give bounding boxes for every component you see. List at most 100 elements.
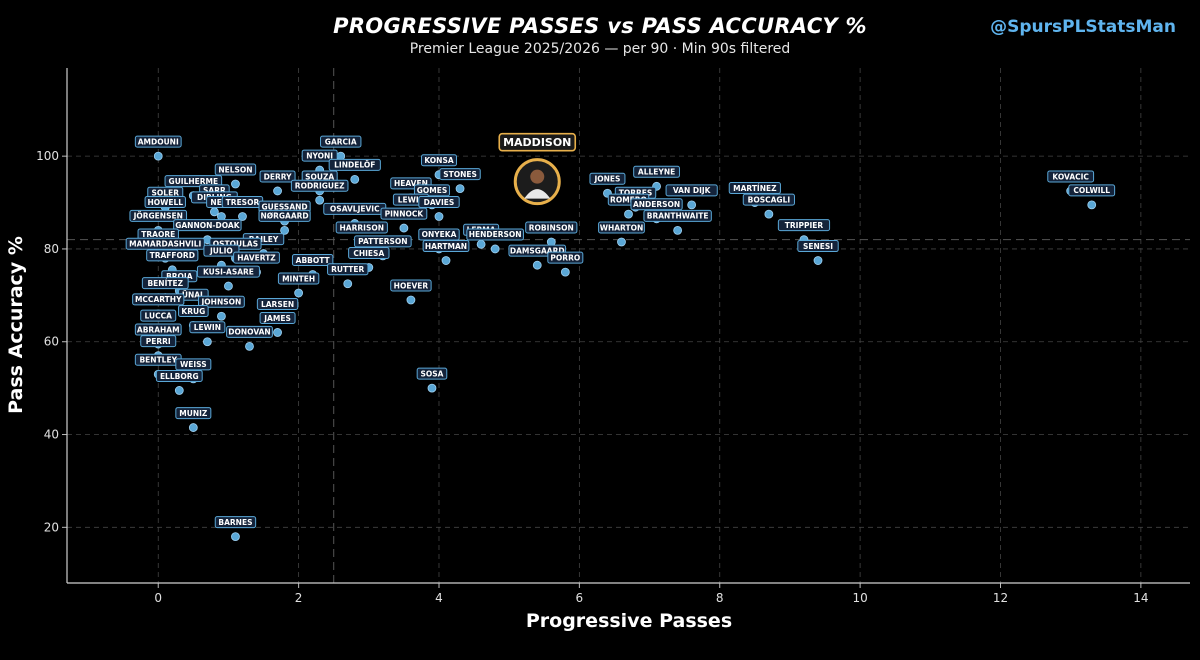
point-label: ROMERO <box>610 195 647 204</box>
y-tick-label: 60 <box>44 335 59 349</box>
data-point <box>687 200 697 210</box>
point-label: RODRIGUEZ <box>295 182 345 191</box>
point-label: HOWELL <box>147 198 183 207</box>
x-tick-label: 14 <box>1133 591 1148 605</box>
point-label-box <box>198 295 245 308</box>
point-label: RUTTER <box>331 265 364 274</box>
point-label-box <box>525 221 578 234</box>
data-point <box>406 295 416 305</box>
point-label: PORRO <box>550 253 580 262</box>
point-label: BENTLEY <box>139 356 177 365</box>
point-label: ALLEYNE <box>638 168 675 177</box>
data-point <box>188 423 198 432</box>
data-point <box>153 151 163 161</box>
point-label-box <box>144 195 186 208</box>
point-label: NØRGAARD <box>260 212 308 221</box>
point-label: ABRAHAM <box>137 325 180 334</box>
point-label-box <box>140 309 177 322</box>
point-label: BAILEY <box>249 235 279 244</box>
data-point <box>490 244 500 254</box>
point-label-box <box>203 244 240 257</box>
data-point <box>441 256 451 265</box>
point-label: DONOVAN <box>228 328 270 337</box>
point-label: TRIPPIER <box>785 221 824 230</box>
point-label: TORRES <box>619 188 653 197</box>
point-label-box <box>164 175 223 188</box>
point-label: TRAORE <box>141 230 175 239</box>
point-label: GARCIA <box>325 137 357 146</box>
point-label: AMDOUNI <box>138 137 179 146</box>
data-point <box>427 383 437 393</box>
point-label: LARSEN <box>261 300 294 309</box>
data-point <box>273 328 282 337</box>
point-label: KONSA <box>424 156 454 165</box>
data-point <box>224 281 233 291</box>
highlight-label-box <box>498 132 577 152</box>
point-label: HEAVEN <box>394 179 428 188</box>
axes: 0 2 4 6 8 10 12 14 20 40 60 80 100 <box>36 68 1190 605</box>
data-point <box>624 209 633 219</box>
point-label-box <box>134 323 182 336</box>
point-label: STONES <box>443 170 477 179</box>
data-point <box>1087 200 1097 210</box>
data-point <box>245 341 254 351</box>
point-label-box <box>214 516 257 529</box>
point-label-box <box>226 325 273 338</box>
data-point <box>280 225 289 235</box>
point-label-box <box>141 277 189 290</box>
point-label: NELSON <box>218 165 252 174</box>
point-label: DERRY <box>264 172 292 181</box>
point-label: BOSCAGLI <box>748 195 791 204</box>
point-label: MCCARTHY <box>135 295 182 304</box>
point-label-box <box>233 251 280 264</box>
point-label: HENDERSON <box>469 230 522 239</box>
point-label: TRESOR <box>226 198 260 207</box>
point-label-box <box>290 179 349 192</box>
point-label-box <box>320 135 362 148</box>
point-label-box <box>214 163 257 176</box>
y-tick-label: 20 <box>44 520 59 534</box>
point-label: ONYEKA <box>422 230 457 239</box>
data-point <box>343 279 353 289</box>
point-label: DAMSGAARD <box>510 246 565 255</box>
point-label: BARNES <box>218 518 252 527</box>
point-label: LINDELÖF <box>334 161 375 170</box>
point-label-box <box>348 247 390 260</box>
data-point <box>673 225 683 235</box>
point-label-box <box>189 321 226 334</box>
point-label: KOVACIC <box>1052 172 1089 181</box>
point-label-box <box>390 279 432 292</box>
point-label: WHARTON <box>600 223 644 232</box>
data-point <box>294 288 304 298</box>
point-label-box <box>125 237 205 250</box>
point-label-box <box>547 251 584 264</box>
point-label-box <box>633 165 680 178</box>
grid-lines <box>67 68 1190 583</box>
x-tick-label: 12 <box>993 591 1008 605</box>
y-tick-label: 40 <box>44 428 59 442</box>
point-label-box <box>422 240 470 253</box>
point-label: ELLBORG <box>160 372 199 381</box>
point-label: MAMARDASHVILI <box>129 240 201 249</box>
data-point <box>560 267 570 277</box>
point-label: JONES <box>593 175 620 184</box>
data-point <box>399 223 409 233</box>
point-label: JÖRGENSEN <box>133 212 183 221</box>
point-label: SOUZA <box>305 172 334 181</box>
data-point <box>217 311 226 321</box>
point-label-box <box>665 184 718 197</box>
point-label: MARTÍNEZ <box>733 184 777 193</box>
point-label-box <box>742 193 795 206</box>
data-point <box>434 212 444 221</box>
point-label-box <box>155 369 203 382</box>
point-label: GUESSAND <box>262 202 308 211</box>
point-label: LEWIN <box>194 323 221 332</box>
point-label-box <box>380 207 428 220</box>
data-point <box>532 260 542 270</box>
point-label: ROBINSON <box>529 223 574 232</box>
point-label: BRANTHWAITE <box>647 212 709 221</box>
point-label: CHIESA <box>353 249 384 258</box>
point-label: MUNIZ <box>179 409 208 418</box>
chart-subtitle: Premier League 2025/2026 — per 90 · Min … <box>409 41 791 57</box>
